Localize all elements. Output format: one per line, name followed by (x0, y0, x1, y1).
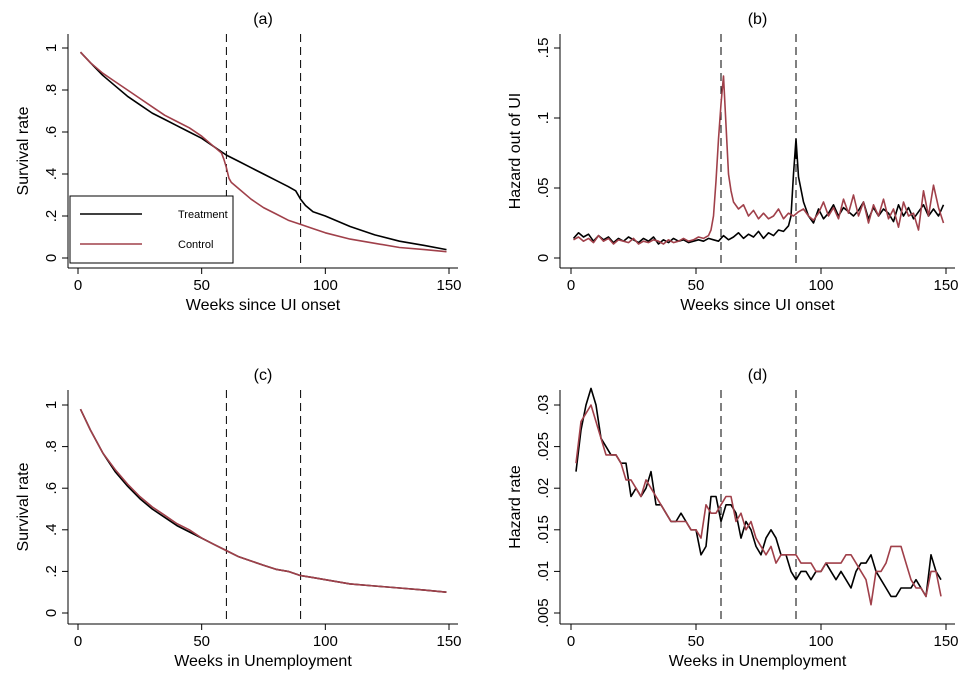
x-tick-label: 50 (688, 633, 705, 650)
y-tick-label: .8 (43, 84, 60, 97)
series-line-control (79, 51, 447, 253)
y-tick-label: .005 (535, 598, 552, 627)
x-tick-label: 50 (193, 633, 210, 650)
x-tick-label: 100 (808, 633, 833, 650)
panel-title: (b) (748, 11, 768, 28)
legend: Treatment Control (69, 195, 234, 264)
y-tick-label: .8 (43, 440, 60, 453)
x-tick-label: 0 (74, 277, 82, 294)
panel-b: 0 50 100 150 0 .05 .1 .15 (b) Weeks since UI onse… (507, 11, 959, 314)
legend-box (69, 195, 234, 264)
x-tick-label: 0 (567, 277, 575, 294)
y-tick-label: .4 (43, 524, 60, 537)
series-line-treatment (79, 51, 447, 251)
y-axis-label: Survival rate (15, 462, 32, 551)
y-tick-label: .01 (535, 561, 552, 582)
x-axis-label: Weeks in Unemployment (174, 653, 352, 670)
x-tick-label: 100 (313, 277, 338, 294)
x-tick-label: 150 (436, 277, 461, 294)
y-tick-label: .025 (535, 432, 552, 461)
x-tick-label: 50 (688, 277, 705, 294)
y-tick-label: .6 (43, 126, 60, 139)
x-tick-label: 100 (313, 633, 338, 650)
x-tick-label: 150 (933, 277, 958, 294)
y-tick-label: .15 (535, 38, 552, 59)
x-axis-label: Weeks since UI onset (680, 297, 835, 314)
legend-label-treatment: Treatment (178, 209, 228, 221)
y-tick-label: .05 (535, 178, 552, 199)
series-line-treatment (572, 138, 945, 245)
series-line-control (575, 404, 942, 606)
y-tick-label: .02 (535, 478, 552, 499)
y-tick-label: .2 (43, 565, 60, 578)
x-tick-label: 150 (436, 633, 461, 650)
y-tick-label: 0 (535, 254, 552, 262)
x-axis-label: Weeks in Unemployment (669, 653, 847, 670)
series-line-treatment (575, 387, 942, 598)
panel-title: (a) (253, 11, 273, 28)
x-tick-label: 100 (808, 277, 833, 294)
x-tick-label: 0 (567, 633, 575, 650)
panel-a: 0 50 100 150 0 .2 .4 .6 .8 1 (a) Weeks since UI ons… (15, 11, 462, 314)
y-tick-label: 0 (43, 254, 60, 262)
x-tick-label: 0 (74, 633, 82, 650)
series-line-control (573, 75, 945, 245)
panel-d: 0 50 100 150 .005 .01 .015 .02 .025 .03 (d) Weeks i… (507, 367, 959, 670)
y-axis-label: Hazard rate (507, 465, 524, 549)
series-line-control (79, 408, 447, 593)
y-tick-label: 0 (43, 609, 60, 617)
y-tick-label: .03 (535, 395, 552, 416)
y-tick-label: .1 (535, 112, 552, 125)
y-axis-label: Survival rate (15, 106, 32, 195)
y-axis-label: Hazard out of UI (507, 93, 524, 210)
panel-title: (c) (254, 367, 273, 384)
x-axis-label: Weeks since UI onset (186, 297, 341, 314)
panel-c: 0 50 100 150 0 .2 .4 .6 .8 1 (c) Weeks in Unemploym… (15, 367, 462, 670)
y-tick-label: .6 (43, 482, 60, 495)
x-tick-label: 150 (933, 633, 958, 650)
panel-title: (d) (748, 367, 768, 384)
y-tick-label: 1 (43, 44, 60, 52)
y-tick-label: .015 (535, 515, 552, 544)
y-tick-label: .4 (43, 168, 60, 181)
y-tick-label: 1 (43, 401, 60, 409)
legend-label-control: Control (178, 239, 213, 251)
y-tick-label: .2 (43, 210, 60, 223)
x-tick-label: 50 (193, 277, 210, 294)
